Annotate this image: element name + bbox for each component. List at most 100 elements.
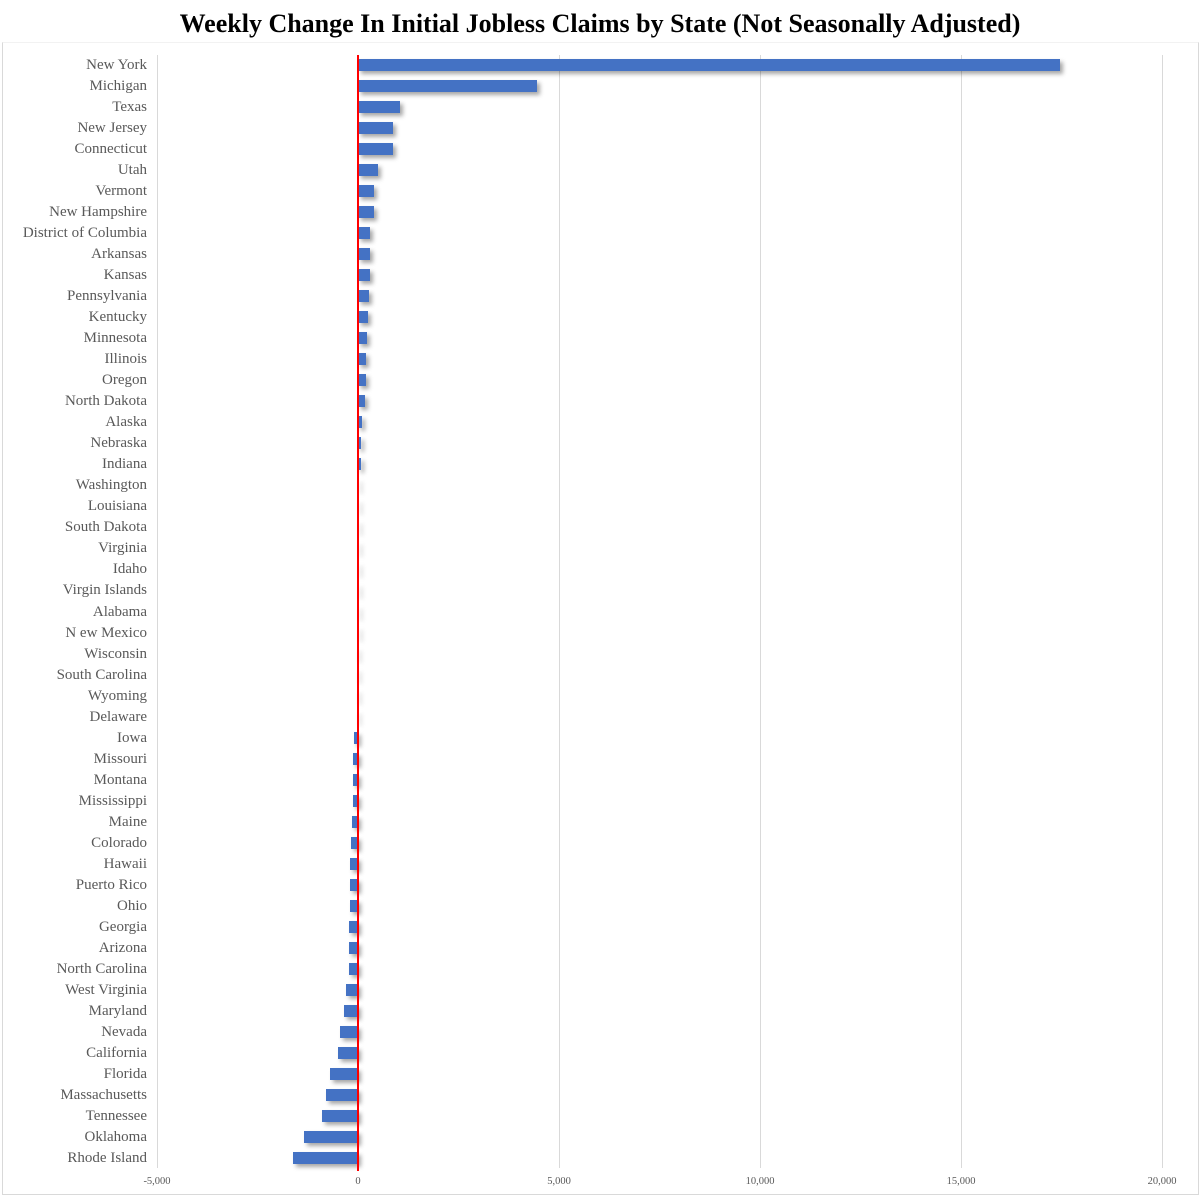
state-label: Massachusetts [60, 1086, 147, 1103]
state-label: Maryland [88, 1002, 147, 1019]
chart-border [2, 42, 1199, 1195]
state-label: Delaware [89, 708, 147, 725]
state-label: Wyoming [87, 687, 147, 704]
bar [348, 962, 358, 975]
state-label: Kentucky [88, 309, 147, 326]
state-label: Michigan [89, 78, 148, 95]
x-axis-tick-label: 0 [355, 1176, 361, 1187]
state-label: Virginia [98, 540, 147, 557]
bar [339, 1025, 358, 1038]
bar [358, 59, 1061, 71]
state-label: North Carolina [56, 960, 147, 977]
state-label: Kansas [103, 267, 147, 284]
bar [352, 794, 358, 807]
state-label: Colorado [91, 834, 147, 851]
state-label: West Virginia [65, 981, 147, 998]
chart-title: Weekly Change In Initial Jobless Claims … [179, 9, 1021, 38]
bar [358, 374, 367, 387]
state-label: Iowa [117, 729, 147, 746]
state-label: District of Columbia [22, 225, 147, 242]
x-axis-tick-label: -5,000 [143, 1176, 171, 1187]
state-label: Tennessee [85, 1107, 147, 1124]
state-label: Mississippi [78, 792, 147, 809]
state-label: Nebraska [90, 435, 147, 452]
state-label: Montana [93, 771, 147, 788]
bar [293, 1152, 358, 1164]
bar [358, 290, 370, 303]
bar [358, 332, 368, 345]
state-label: Maine [108, 813, 147, 830]
bar [358, 437, 362, 450]
bar [358, 185, 375, 198]
x-axis-tick-label: 5,000 [547, 1176, 571, 1187]
gridline [558, 55, 560, 1168]
state-label: Idaho [112, 561, 147, 578]
bar [358, 458, 362, 471]
state-label: North Dakota [64, 393, 147, 410]
state-label: Alabama [92, 603, 147, 620]
state-label: New Jersey [77, 120, 147, 137]
bar [358, 353, 367, 366]
bar [349, 899, 358, 912]
bar [353, 752, 358, 765]
state-label: Nevada [101, 1023, 147, 1040]
bar [352, 815, 358, 828]
state-label: Oregon [102, 372, 147, 389]
bar [352, 773, 358, 786]
x-axis-tick-label: 15,000 [946, 1176, 976, 1187]
bar [358, 122, 394, 135]
state-label: Vermont [95, 183, 147, 200]
gridline [960, 55, 962, 1168]
bar [338, 1046, 358, 1059]
state-label: Pennsylvania [67, 288, 147, 305]
state-label: Alaska [105, 414, 147, 431]
bar [345, 983, 358, 996]
state-label: Florida [103, 1065, 147, 1082]
state-label: Virgin Islands [62, 582, 147, 599]
bar [358, 164, 378, 177]
state-label: Rhode Island [67, 1150, 147, 1166]
bar [358, 206, 375, 219]
state-label: Louisiana [87, 498, 147, 515]
bar [351, 836, 358, 849]
bar [329, 1067, 358, 1080]
state-label: Arkansas [91, 246, 147, 263]
state-label: South Carolina [56, 666, 147, 683]
bar [353, 731, 358, 744]
state-label: N ew Mexico [65, 624, 147, 641]
state-label: Illinois [104, 351, 147, 368]
state-label: Oklahoma [84, 1128, 147, 1145]
bar [349, 920, 358, 933]
state-label: New York [86, 57, 147, 73]
gridline [156, 55, 158, 1168]
state-label: New Hampshire [49, 204, 147, 221]
state-label: Indiana [102, 456, 147, 473]
bar [350, 857, 358, 870]
state-label: Arizona [98, 939, 147, 956]
bar [349, 878, 358, 891]
state-label: Puerto Rico [75, 876, 147, 893]
x-axis-tick-label: 10,000 [745, 1176, 775, 1187]
bar [358, 227, 371, 240]
state-label: Connecticut [74, 141, 147, 158]
state-label: Ohio [117, 897, 147, 914]
state-label: South Dakota [64, 519, 147, 536]
state-label: Washington [75, 477, 147, 494]
bar [358, 395, 366, 408]
state-label: Texas [112, 99, 147, 116]
bar [343, 1004, 358, 1017]
gridline [759, 55, 761, 1168]
state-label: California [86, 1044, 147, 1061]
bar [321, 1109, 358, 1122]
bar [358, 311, 369, 324]
state-label: Missouri [93, 750, 147, 767]
bar [358, 80, 537, 93]
bar [358, 269, 370, 282]
bar [358, 101, 401, 114]
bar [358, 248, 371, 261]
x-axis-tick-label: 20,000 [1147, 1176, 1177, 1187]
zero-line [357, 55, 359, 1171]
bar [349, 941, 358, 954]
state-label: Wisconsin [84, 645, 147, 662]
